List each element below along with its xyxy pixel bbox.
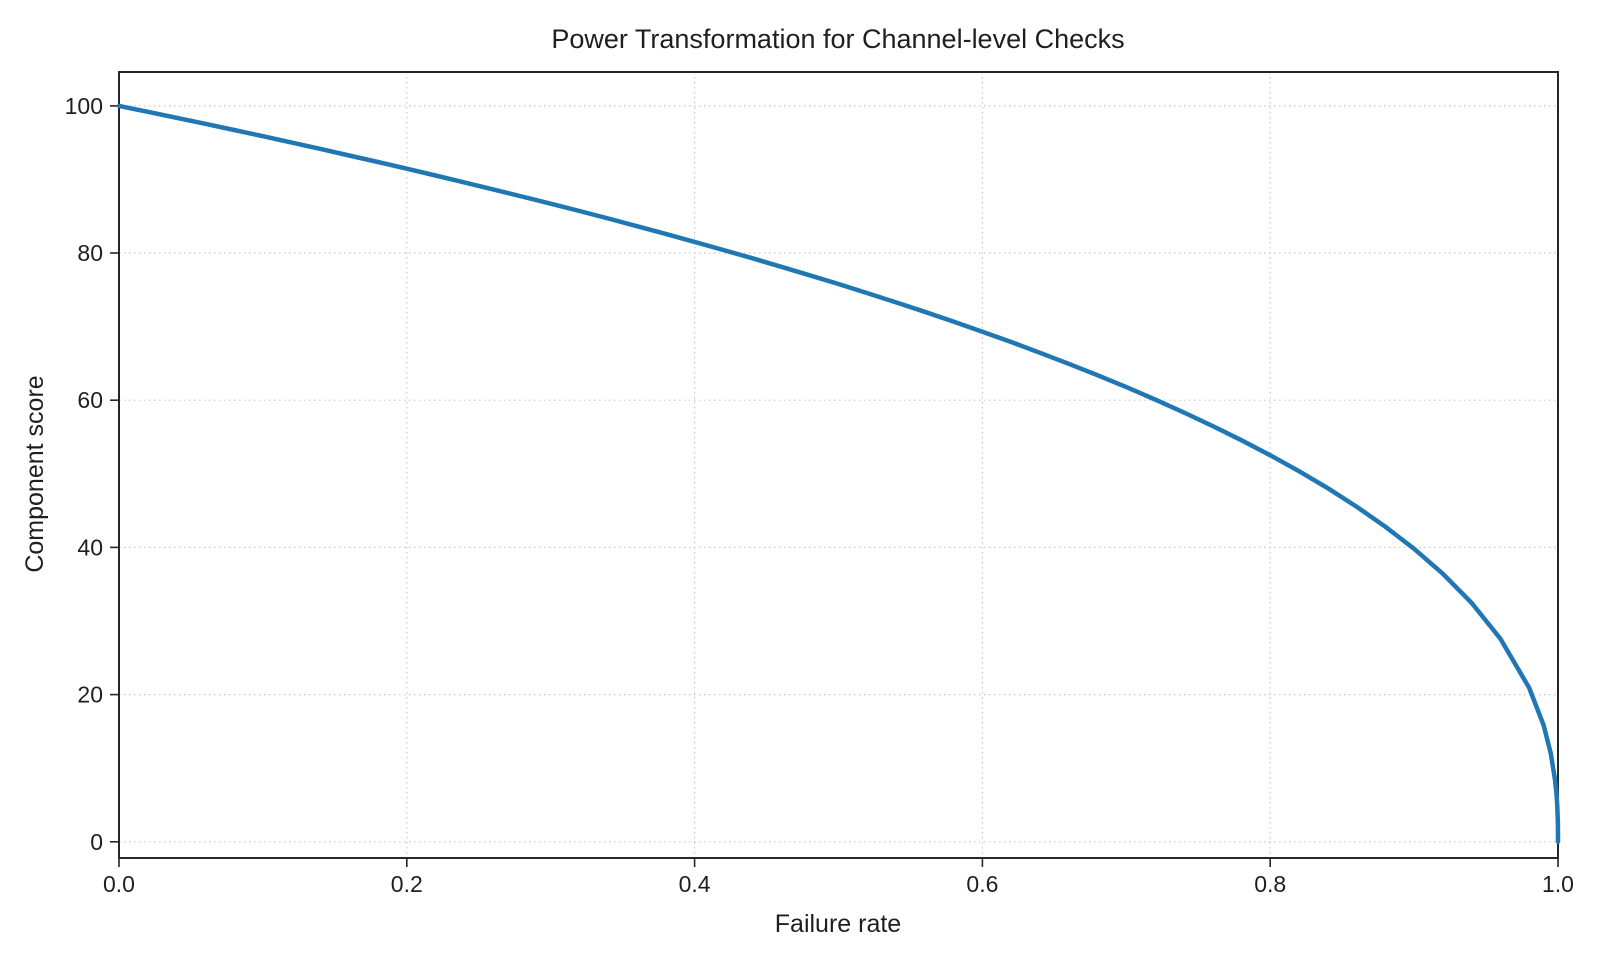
- x-tick-label: 0.0: [103, 871, 135, 897]
- y-tick-label: 40: [77, 534, 103, 560]
- x-tick-labels: 0.0 0.2 0.4 0.6 0.8 1.0: [103, 871, 1574, 897]
- x-tick-label: 0.6: [966, 871, 998, 897]
- x-tick-label: 0.8: [1254, 871, 1286, 897]
- curve-path: [116, 103, 1561, 845]
- x-tick-label: 0.2: [391, 871, 423, 897]
- y-tick-label: 20: [77, 682, 103, 708]
- y-tick-label: 0: [90, 829, 103, 855]
- plot-area-border: [118, 71, 1559, 859]
- x-axis-label: Failure rate: [775, 910, 901, 938]
- y-tick-label: 80: [77, 240, 103, 266]
- x-tick-label: 1.0: [1542, 871, 1574, 897]
- tick-marks: [110, 105, 1559, 867]
- x-tick-label: 0.4: [679, 871, 711, 897]
- gridlines: [118, 72, 1559, 858]
- y-tick-label: 100: [65, 93, 103, 119]
- chart-title: Power Transformation for Channel-level C…: [551, 24, 1124, 54]
- y-axis-label: Component score: [21, 375, 49, 572]
- y-tick-label: 60: [77, 387, 103, 413]
- y-tick-labels: 0 20 40 60 80 100: [65, 93, 103, 855]
